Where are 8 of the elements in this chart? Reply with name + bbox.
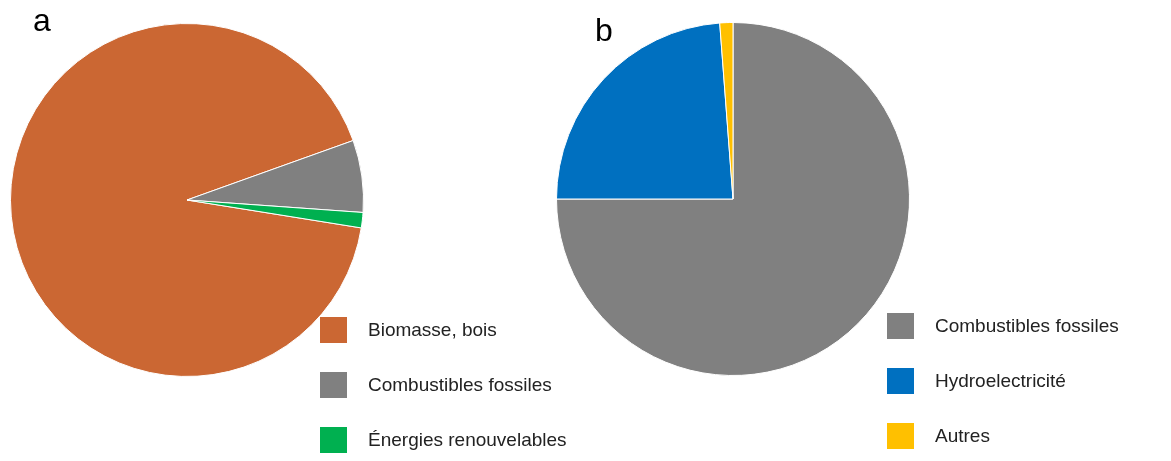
chart-title: b — [595, 12, 613, 48]
legend-label: Combustibles fossiles — [368, 374, 552, 396]
legend-label: Biomasse, bois — [368, 319, 497, 341]
legend-label: Autres — [935, 425, 990, 447]
legend-label: Hydroelectricité — [935, 370, 1066, 392]
legend-label: Combustibles fossiles — [935, 315, 1119, 337]
chart-title: a — [33, 2, 51, 38]
legend-label: Énergies renouvelables — [368, 429, 567, 451]
